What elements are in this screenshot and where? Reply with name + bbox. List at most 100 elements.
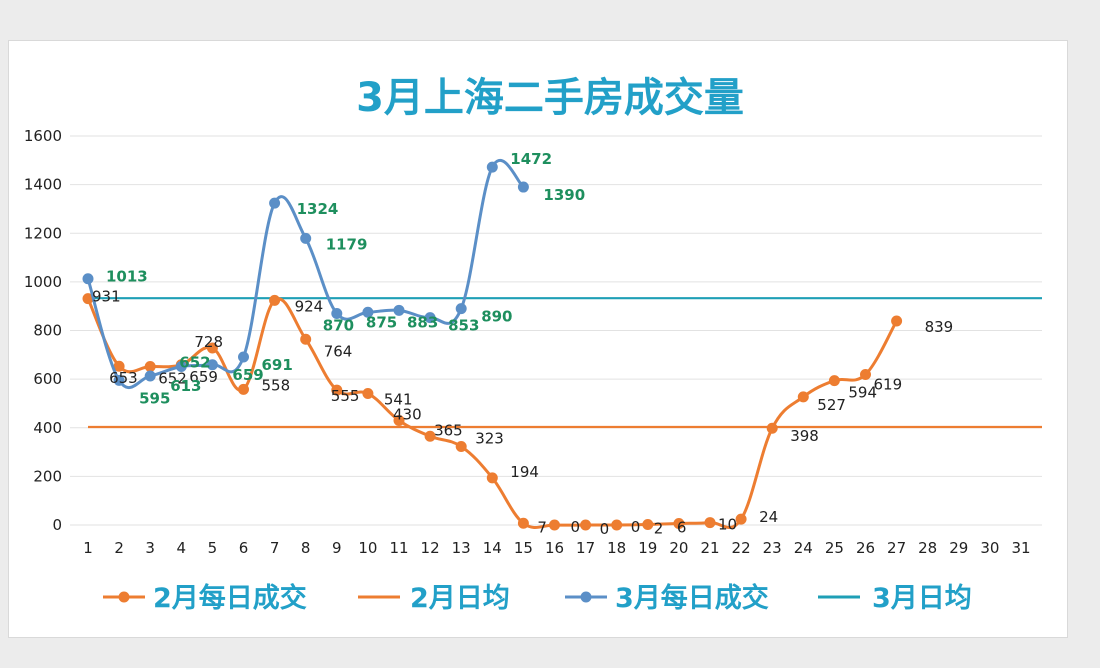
data-label: 365	[434, 421, 463, 439]
data-point	[891, 315, 903, 327]
data-label: 2	[654, 520, 664, 538]
data-point	[238, 383, 249, 395]
data-point	[424, 312, 436, 324]
data-label: 728	[194, 333, 223, 351]
data-label: 430	[393, 405, 422, 423]
data-point	[175, 360, 187, 372]
data-point	[766, 422, 778, 434]
y-tick-label: 200	[33, 467, 62, 485]
data-point	[393, 304, 405, 316]
data-point	[269, 197, 281, 209]
data-label: 883	[407, 313, 438, 331]
data-point	[331, 384, 343, 396]
data-label: 875	[366, 313, 397, 331]
data-label: 541	[384, 390, 413, 408]
data-point	[517, 181, 529, 193]
legend-marker	[118, 591, 130, 603]
x-tick-label: 15	[514, 539, 533, 557]
data-label: 527	[817, 396, 846, 414]
x-tick-label: 29	[949, 539, 968, 557]
data-label: 764	[324, 342, 353, 360]
x-tick-label: 18	[607, 539, 626, 557]
data-point	[797, 391, 809, 403]
data-label: 398	[790, 427, 819, 445]
data-point	[549, 519, 560, 531]
data-point	[735, 513, 747, 525]
data-label: 595	[139, 389, 170, 407]
x-tick-label: 22	[732, 539, 751, 557]
data-point	[642, 519, 654, 531]
x-tick-label: 30	[980, 539, 999, 557]
x-tick-label: 14	[483, 539, 502, 557]
data-point	[486, 472, 498, 484]
x-tick-label: 13	[452, 539, 471, 557]
x-tick-label: 5	[208, 539, 218, 557]
data-label: 653	[109, 369, 138, 387]
data-point	[362, 306, 374, 318]
data-label: 558	[262, 376, 291, 394]
data-label: 7	[537, 518, 547, 536]
x-tick-label: 20	[669, 539, 688, 557]
x-tick-label: 3	[145, 539, 155, 557]
data-point	[300, 232, 312, 244]
data-label: 890	[481, 308, 512, 326]
data-point	[704, 517, 716, 529]
x-tick-label: 11	[389, 539, 408, 557]
data-label: 10	[718, 516, 737, 534]
data-point	[206, 359, 218, 371]
data-label: 24	[759, 508, 778, 526]
data-label: 691	[262, 356, 293, 374]
x-tick-label: 16	[545, 539, 564, 557]
data-label: 594	[848, 384, 877, 402]
data-label: 619	[874, 376, 903, 394]
data-point	[113, 374, 125, 386]
data-label: 853	[448, 317, 479, 335]
x-tick-label: 17	[576, 539, 595, 557]
x-tick-label: 25	[825, 539, 844, 557]
data-point	[362, 387, 374, 399]
data-label: 652	[179, 353, 210, 371]
x-tick-label: 28	[918, 539, 937, 557]
data-label: 0	[631, 518, 641, 536]
data-point	[455, 440, 467, 452]
series-line	[86, 297, 898, 529]
data-label: 1179	[326, 235, 368, 253]
y-tick-label: 600	[33, 370, 62, 388]
data-label: 659	[232, 366, 263, 384]
data-point	[673, 518, 685, 530]
x-tick-label: 31	[1011, 539, 1030, 557]
data-label: 1013	[106, 268, 148, 286]
data-label: 652	[158, 369, 187, 387]
legend-label: 2月每日成交	[153, 582, 307, 614]
chart-frame	[8, 40, 1068, 638]
x-tick-label: 21	[700, 539, 719, 557]
x-tick-label: 6	[239, 539, 249, 557]
data-point	[517, 517, 529, 529]
data-label: 0	[571, 518, 581, 536]
data-point	[828, 375, 840, 387]
data-label: 194	[510, 463, 539, 481]
y-tick-label: 400	[33, 419, 62, 437]
data-point	[424, 430, 436, 442]
data-label: 1324	[297, 200, 339, 218]
chart-title: 3月上海二手房成交量	[356, 75, 744, 121]
data-point	[580, 519, 592, 531]
data-label: 839	[925, 318, 954, 336]
series-line	[86, 158, 525, 389]
data-point	[611, 519, 623, 531]
data-label: 555	[331, 387, 360, 405]
data-label: 1472	[510, 150, 552, 168]
data-point	[206, 342, 218, 354]
data-label: 1390	[543, 186, 585, 204]
legend-label: 3月日均	[872, 583, 972, 614]
x-tick-label: 1	[83, 539, 93, 557]
data-label: 613	[170, 377, 201, 395]
data-label: 924	[295, 297, 324, 315]
data-point	[144, 370, 156, 382]
data-point	[238, 351, 249, 363]
data-label: 6	[677, 519, 687, 537]
y-tick-label: 1400	[24, 176, 62, 194]
y-tick-label: 1600	[24, 127, 62, 145]
data-label: 659	[189, 368, 218, 386]
